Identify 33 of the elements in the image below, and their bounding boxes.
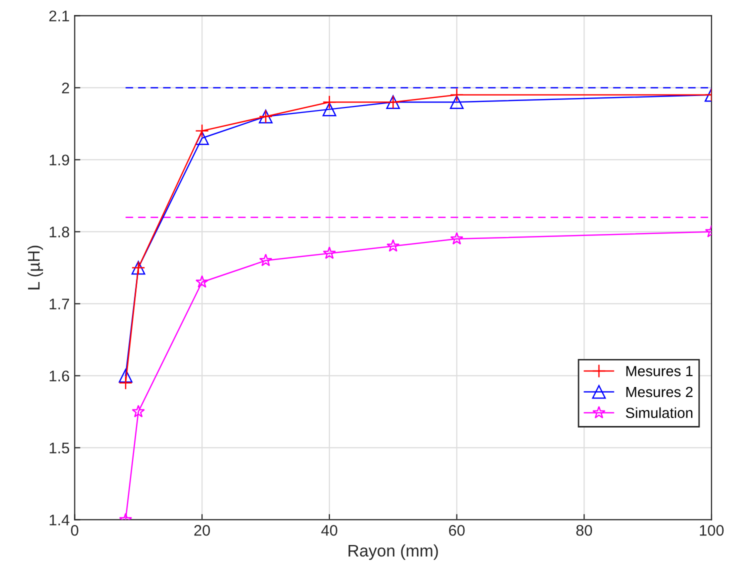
x-tick-label: 0 [71, 524, 78, 536]
legend-label: Mesures 2 [626, 386, 693, 398]
legend-label: Simulation [626, 407, 692, 418]
point [322, 246, 336, 259]
y-axis-title: L (µH) [27, 246, 44, 290]
point [118, 376, 132, 390]
y-tick-label: 1.5 [50, 442, 70, 454]
x-tick-label: 100 [700, 524, 724, 536]
y-tick-label: 2 [62, 82, 70, 94]
point [195, 275, 209, 288]
x-tick-label: 40 [321, 524, 338, 536]
legend-label: Mesures 1 [626, 366, 693, 376]
y-tick-label: 1.8 [50, 226, 70, 238]
x-tick-label: 60 [449, 524, 465, 536]
y-tick-label: 1.6 [50, 370, 70, 382]
y-tick-label: 1.9 [50, 154, 70, 166]
y-tick-label: 2.1 [49, 10, 70, 22]
y-tick-label: 1.7 [50, 298, 70, 310]
point [195, 131, 209, 145]
x-axis-title: Rayon (mm) [348, 544, 438, 560]
point [322, 95, 336, 109]
point [450, 232, 464, 245]
point [386, 239, 400, 252]
point [450, 95, 464, 109]
x-tick-label: 20 [194, 524, 210, 536]
point [118, 368, 132, 383]
point [322, 102, 336, 116]
point [195, 124, 209, 138]
point [450, 88, 464, 102]
y-tick-label: 1.4 [50, 514, 70, 526]
point [259, 254, 272, 266]
x-tick-label: 80 [576, 524, 592, 536]
point [132, 404, 145, 418]
